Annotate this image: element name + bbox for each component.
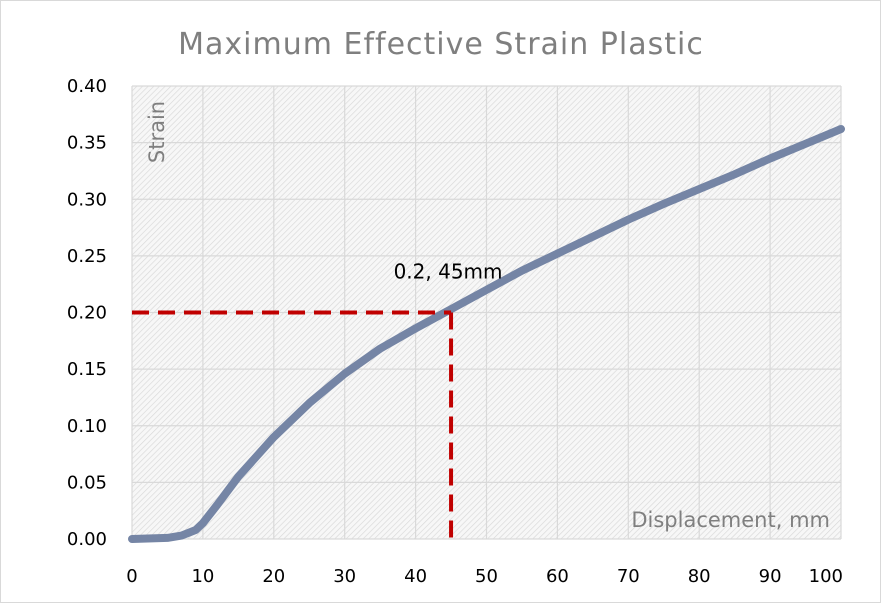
annotation-label: 0.2, 45mm bbox=[394, 260, 503, 284]
x-axis-label: Displacement, mm bbox=[631, 508, 830, 532]
y-tick-label: 0.10 bbox=[67, 416, 107, 437]
x-tick-label: 80 bbox=[688, 566, 711, 587]
chart-title: Maximum Effective Strain Plastic bbox=[178, 27, 704, 62]
x-tick-label: 50 bbox=[475, 566, 498, 587]
y-tick-label: 0.20 bbox=[67, 303, 107, 324]
y-axis-label: Strain bbox=[145, 101, 169, 163]
annotation-layer: 0.2, 45mm bbox=[132, 260, 503, 539]
x-tick-label: 60 bbox=[546, 566, 569, 587]
y-tick-label: 0.00 bbox=[67, 529, 107, 550]
tick-labels: 0.00 0.05 0.10 0.15 0.20 0.25 0.30 0.35 0.40 0 10 2… bbox=[67, 76, 843, 587]
x-tick-label: 20 bbox=[262, 566, 285, 587]
y-tick-label: 0.15 bbox=[67, 359, 107, 380]
series-line bbox=[128, 125, 845, 543]
x-tick-label: 30 bbox=[333, 566, 356, 587]
x-tick-label: 90 bbox=[759, 566, 782, 587]
series-layer bbox=[128, 125, 845, 543]
y-tick-label: 0.35 bbox=[67, 133, 107, 154]
y-tick-label: 0.25 bbox=[67, 246, 107, 267]
x-tick-label: 10 bbox=[191, 566, 214, 587]
x-tick-label: 100 bbox=[809, 566, 843, 587]
y-tick-label: 0.40 bbox=[67, 76, 107, 97]
x-tick-label: 0 bbox=[126, 566, 137, 587]
y-tick-label: 0.05 bbox=[67, 472, 107, 493]
x-tick-label: 70 bbox=[617, 566, 640, 587]
y-tick-label: 0.30 bbox=[67, 189, 107, 210]
x-tick-label: 40 bbox=[404, 566, 427, 587]
